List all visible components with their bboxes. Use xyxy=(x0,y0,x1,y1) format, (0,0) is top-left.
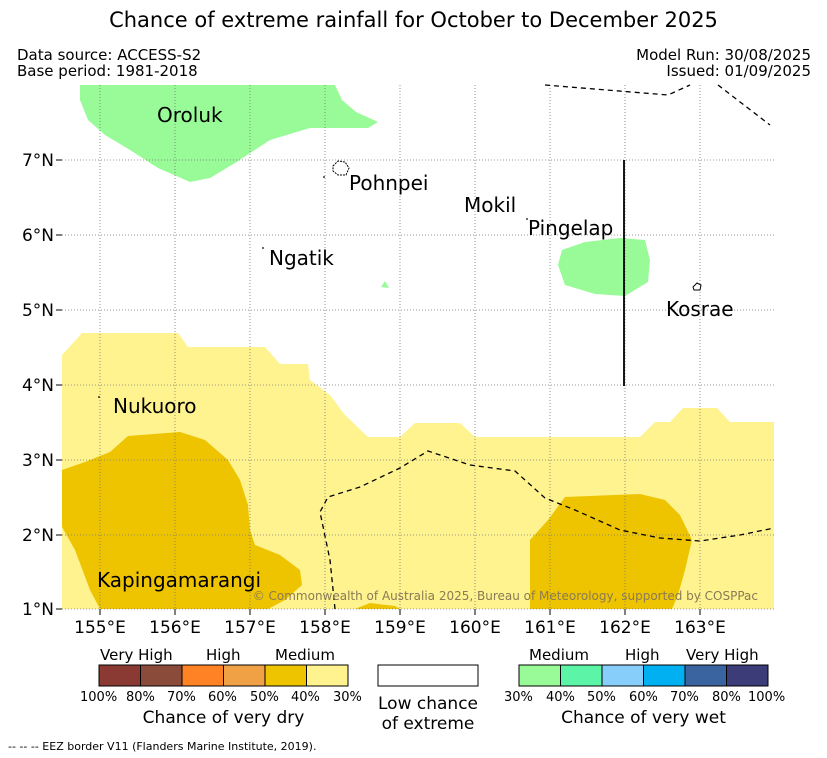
place-kapingamarangi: Kapingamarangi xyxy=(97,568,261,592)
issued-date: Issued: 01/09/2025 xyxy=(666,62,811,80)
base-period: Base period: 1981-2018 xyxy=(17,62,198,80)
data-source: Data source: ACCESS-S2 xyxy=(17,46,202,64)
lon-label-156e: 156°E xyxy=(149,618,201,638)
lon-label-159e: 159°E xyxy=(374,618,426,638)
island-outlines xyxy=(332,160,702,291)
chart-title: Chance of extreme rainfall for October t… xyxy=(109,8,718,32)
lon-label-158e: 158°E xyxy=(299,618,351,638)
wet-cat-very-high: Very High xyxy=(686,646,759,664)
dry-legend-title: Chance of very dry xyxy=(142,708,305,728)
legend-dry-swatches xyxy=(98,664,349,687)
pohnpei-island xyxy=(332,160,350,176)
wet-swatch-6 xyxy=(726,664,769,687)
wet-swatch-3 xyxy=(601,664,644,687)
wet-cat-high: High xyxy=(625,646,660,664)
dry-cat-high: High xyxy=(206,646,241,664)
dry-swatch-5 xyxy=(264,664,307,687)
copyright-note: © Commonwealth of Australia 2025, Bureau… xyxy=(253,589,758,603)
eez-borders xyxy=(319,84,775,610)
lat-label-4n: 4°N xyxy=(22,376,54,396)
wet-medium-region-east xyxy=(558,238,650,296)
dry-pct-40: 40% xyxy=(291,690,320,705)
lon-label-162e: 162°E xyxy=(599,618,651,638)
dry-cat-very-high: Very High xyxy=(100,646,173,664)
place-mokil: Mokil xyxy=(464,193,516,217)
wet-pct-70: 70% xyxy=(670,690,699,705)
dry-pct-70: 70% xyxy=(167,690,196,705)
lat-label-3n: 3°N xyxy=(22,451,54,471)
dry-cat-medium: Medium xyxy=(275,646,335,664)
dry-swatch-2 xyxy=(140,664,183,687)
eez-footnote: -- -- -- EEZ border V11 (Flanders Marine… xyxy=(8,740,317,753)
wet-pct-40: 40% xyxy=(546,690,575,705)
map-fill-layer xyxy=(62,85,774,609)
atoll-marks xyxy=(98,176,528,398)
low-chance-line2: of extreme xyxy=(381,714,475,734)
dry-high-region xyxy=(62,432,302,609)
dry-high-region-east xyxy=(530,494,692,609)
wet-swatch-1 xyxy=(518,664,561,687)
wet-pct-30: 30% xyxy=(504,690,533,705)
lat-label-1n: 1°N xyxy=(22,600,54,620)
lat-label-7n: 7°N xyxy=(22,151,54,171)
place-nukuoro: Nukuoro xyxy=(113,394,197,418)
dry-high-sliver xyxy=(355,603,400,609)
wet-pct-100: 100% xyxy=(748,690,786,705)
place-oroluk: Oroluk xyxy=(157,103,223,127)
wet-cat-medium: Medium xyxy=(529,646,589,664)
lon-label-161e: 161°E xyxy=(524,618,576,638)
low-chance-label: Low chance of extreme xyxy=(360,694,496,734)
lon-label-157e: 157°E xyxy=(224,618,276,638)
lat-label-2n: 2°N xyxy=(22,526,54,546)
dry-pct-80: 80% xyxy=(126,690,155,705)
lon-label-163e: 163°E xyxy=(674,618,726,638)
kosrae-island xyxy=(692,282,702,291)
wet-pct-60: 60% xyxy=(629,690,658,705)
legend-wet-swatches xyxy=(518,664,769,687)
place-ngatik: Ngatik xyxy=(269,246,334,270)
dry-swatch-4 xyxy=(223,664,266,687)
wet-swatch-2 xyxy=(560,664,603,687)
lat-ticks xyxy=(56,159,62,610)
dry-pct-50: 50% xyxy=(250,690,279,705)
place-pingelap: Pingelap xyxy=(528,216,613,240)
dry-pct-60: 60% xyxy=(208,690,237,705)
wet-swatch-4 xyxy=(643,664,686,687)
place-kosrae: Kosrae xyxy=(666,297,734,321)
wet-medium-region-north xyxy=(80,85,378,182)
wet-legend-title: Chance of very wet xyxy=(561,708,726,728)
gridlines xyxy=(62,85,774,610)
dry-pct-30: 30% xyxy=(333,690,362,705)
lon-label-155e: 155°E xyxy=(74,618,126,638)
legend-low-swatch xyxy=(377,664,479,687)
dry-swatch-1 xyxy=(98,664,141,687)
dry-pct-100: 100% xyxy=(80,690,118,705)
dry-swatch-6 xyxy=(306,664,349,687)
lat-label-5n: 5°N xyxy=(22,301,54,321)
model-run-block: Model Run: 30/08/2025 Issued: 01/09/2025 xyxy=(636,47,811,79)
wet-pct-50: 50% xyxy=(587,690,616,705)
wet-medium-dot xyxy=(381,281,389,288)
low-chance-line1: Low chance xyxy=(378,694,478,714)
wet-swatch-5 xyxy=(684,664,727,687)
dry-swatch-3 xyxy=(181,664,224,687)
place-pohnpei: Pohnpei xyxy=(349,171,429,195)
wet-pct-80: 80% xyxy=(712,690,741,705)
lon-ticks xyxy=(99,609,701,615)
lon-label-160e: 160°E xyxy=(449,618,501,638)
data-source-block: Data source: ACCESS-S2 Base period: 1981… xyxy=(17,47,201,79)
lat-label-6n: 6°N xyxy=(22,226,54,246)
model-run: Model Run: 30/08/2025 xyxy=(636,46,811,64)
